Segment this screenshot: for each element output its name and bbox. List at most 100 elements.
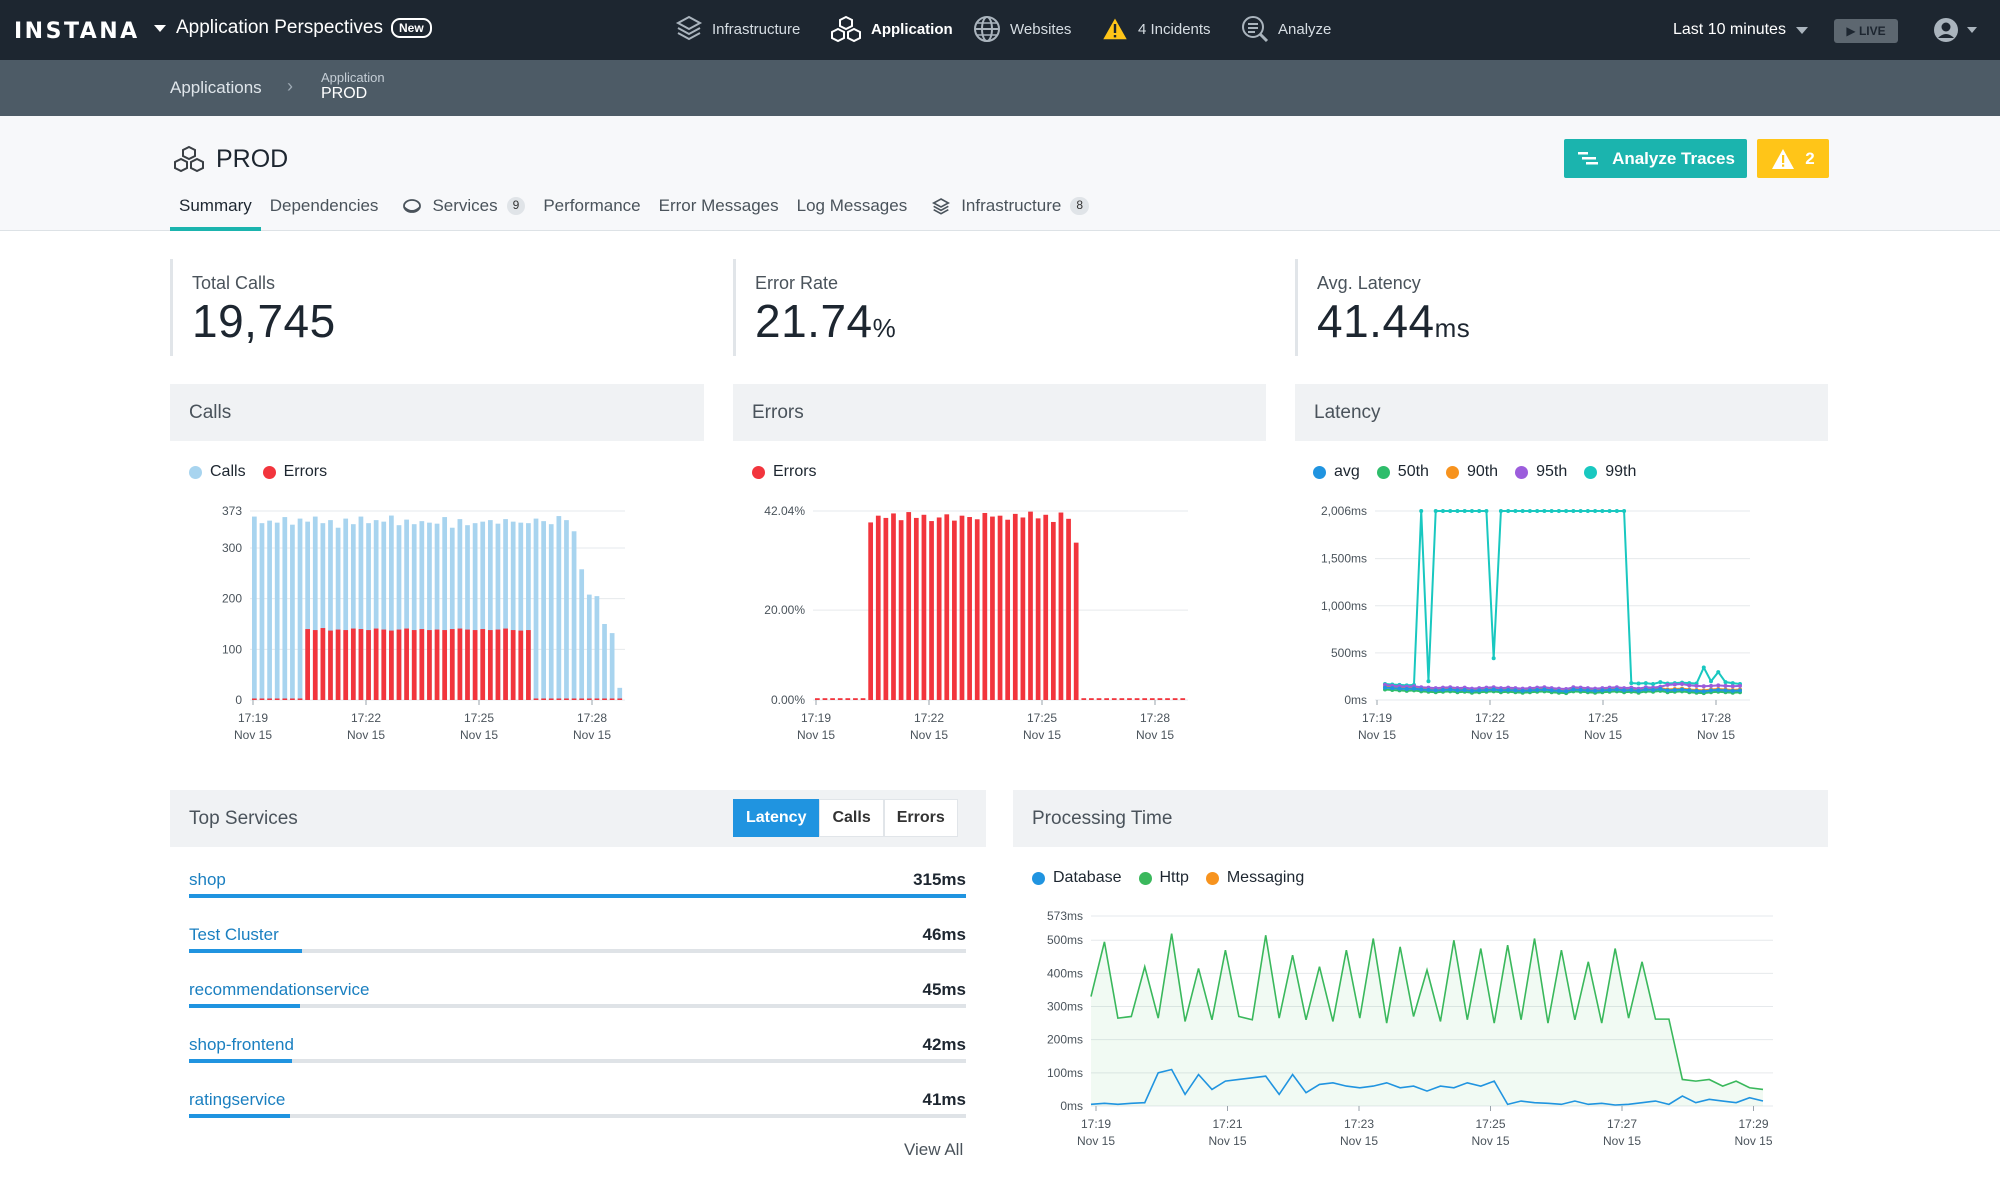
legend-item-calls[interactable]: Calls [189,463,246,481]
latency-point-99th [1542,509,1547,513]
calls-bar [434,523,440,700]
x-tick-label: 17:28 [1140,711,1170,725]
tab-infrastructure[interactable]: Infrastructure 8 [922,194,1098,231]
tab-bar: Summary Dependencies Services 9 Performa… [170,194,1098,231]
live-button[interactable]: ▶ LIVE [1834,19,1898,43]
calls-bar [602,623,607,700]
y-tick-label: 500ms [1047,933,1083,947]
latency-point-avg [1498,688,1503,693]
legend-item-errors[interactable]: Errors [752,463,817,481]
time-range-label: Last 10 minutes [1673,21,1786,38]
calls-bar [419,521,425,700]
service-name-link[interactable]: shop-frontend [189,1035,294,1054]
calls-chart[interactable]: 0 100 200 300 373 17:19 Nov 15 17:22 Nov 15 17:25… [170,495,650,755]
error-rate-bar [830,698,835,700]
service-latency-value: 315ms [913,870,966,889]
error-rate-bar [1111,698,1117,700]
x-tick-date: Nov 15 [1077,1134,1115,1148]
y-tick-label: 100 [222,642,242,656]
service-name-link[interactable]: recommendationservice [189,980,370,999]
legend-item-http[interactable]: Http [1138,869,1189,887]
instana-logo[interactable]: INSTANA [14,19,140,44]
service-bar-track [189,949,966,953]
tab-log-messages[interactable]: Log Messages [788,194,917,231]
x-tick-date: Nov 15 [910,728,948,742]
error-rate-bar [936,517,942,700]
legend-item-99th[interactable]: 99th [1584,463,1636,481]
errors-bar [267,698,272,700]
processing-time-chart[interactable]: 0ms 100ms 200ms 300ms 400ms 500ms 573ms 17:19 No… [1013,898,1813,1158]
legend-item-95th[interactable]: 95th [1515,463,1567,481]
toggle-errors[interactable]: Errors [883,799,958,837]
errors-bar [404,628,409,700]
tab-performance[interactable]: Performance [534,194,649,231]
time-range-selector[interactable]: Last 10 minutes [1673,21,1808,39]
nav-websites[interactable]: Websites [972,14,1071,44]
analyze-traces-button[interactable]: Analyze Traces [1564,139,1747,178]
latency-point-95th [1680,681,1685,686]
calls-bar [411,524,417,700]
latency-point-95th [1383,682,1387,687]
error-rate-bar [1073,542,1079,700]
error-rate-bar [822,698,828,700]
legend-dot [189,465,202,479]
x-tick-date: Nov 15 [797,728,835,742]
tab-services[interactable]: Services 9 [393,194,534,231]
legend-item-errors[interactable]: Errors [262,463,328,481]
errors-bar [274,698,280,700]
calls-bar [586,594,592,700]
view-all-link[interactable]: View All [904,1140,964,1159]
calls-bar [541,521,546,700]
error-rate-bar [1089,698,1094,700]
breadcrumb-applications-link[interactable]: Applications [170,78,262,97]
tab-summary[interactable]: Summary [170,194,261,231]
service-bar-track [189,1004,966,1008]
toggle-calls[interactable]: Calls [819,799,884,837]
tab-error-messages-label: Error Messages [658,196,779,215]
error-rate-bar [1096,698,1102,700]
latency-point-99th [1440,509,1445,513]
nav-incidents[interactable]: 4 Incidents [1100,14,1211,44]
tab-dependencies[interactable]: Dependencies [261,194,388,231]
legend-label: Errors [283,463,328,480]
kpi-unit: ms [1434,313,1471,343]
y-tick-label: 200ms [1047,1033,1083,1047]
incidents-button[interactable]: 2 [1757,139,1829,178]
legend-label: Calls [210,463,246,480]
nav-infrastructure[interactable]: Infrastructure [674,14,800,44]
warning-icon [1772,148,1795,169]
latency-point-avg [1535,687,1540,692]
nav-application[interactable]: Application [829,14,953,44]
nav-analyze[interactable]: Analyze [1240,14,1331,44]
toggle-latency[interactable]: Latency [733,799,820,837]
legend-item-avg[interactable]: avg [1313,463,1360,481]
errors-chart[interactable]: 0.00% 20.00% 42.04% 17:19 Nov 15 17:22 Nov 15 1… [733,495,1213,755]
legend-item-messaging[interactable]: Messaging [1205,869,1304,887]
legend-dot [1205,871,1219,885]
latency-point-avg [1687,688,1692,693]
calls-bar [312,516,318,700]
service-name-link[interactable]: shop [189,870,226,889]
legend-item-90th[interactable]: 90th [1445,463,1498,481]
service-latency-value: 41ms [922,1090,966,1109]
legend-item-database[interactable]: Database [1032,869,1122,887]
latency-point-avg [1672,687,1677,692]
perspective-selector[interactable]: Application Perspectives New [154,17,432,39]
latency-point-avg [1513,688,1518,693]
latency-point-99th [1520,509,1525,513]
tab-error-messages[interactable]: Error Messages [650,194,788,231]
legend-item-50th[interactable]: 50th [1376,463,1429,481]
x-tick-label: 17:29 [1738,1117,1768,1131]
service-name-link[interactable]: ratingservice [189,1090,286,1109]
calls-legend: Calls Errors [189,463,344,481]
errors-bar [381,629,387,700]
latency-point-avg [1469,688,1474,693]
latency-chart[interactable]: 0ms 500ms 1,000ms 1,500ms 2,006ms 17:19 Nov 15… [1295,495,1775,755]
error-rate-bar [845,698,851,700]
service-name-link[interactable]: Test Cluster [189,925,279,944]
user-menu[interactable] [1933,17,1977,43]
x-tick-date: Nov 15 [1697,728,1735,742]
calls-bar [290,524,295,700]
error-rate-bar [944,514,950,700]
warning-icon [1100,15,1130,41]
